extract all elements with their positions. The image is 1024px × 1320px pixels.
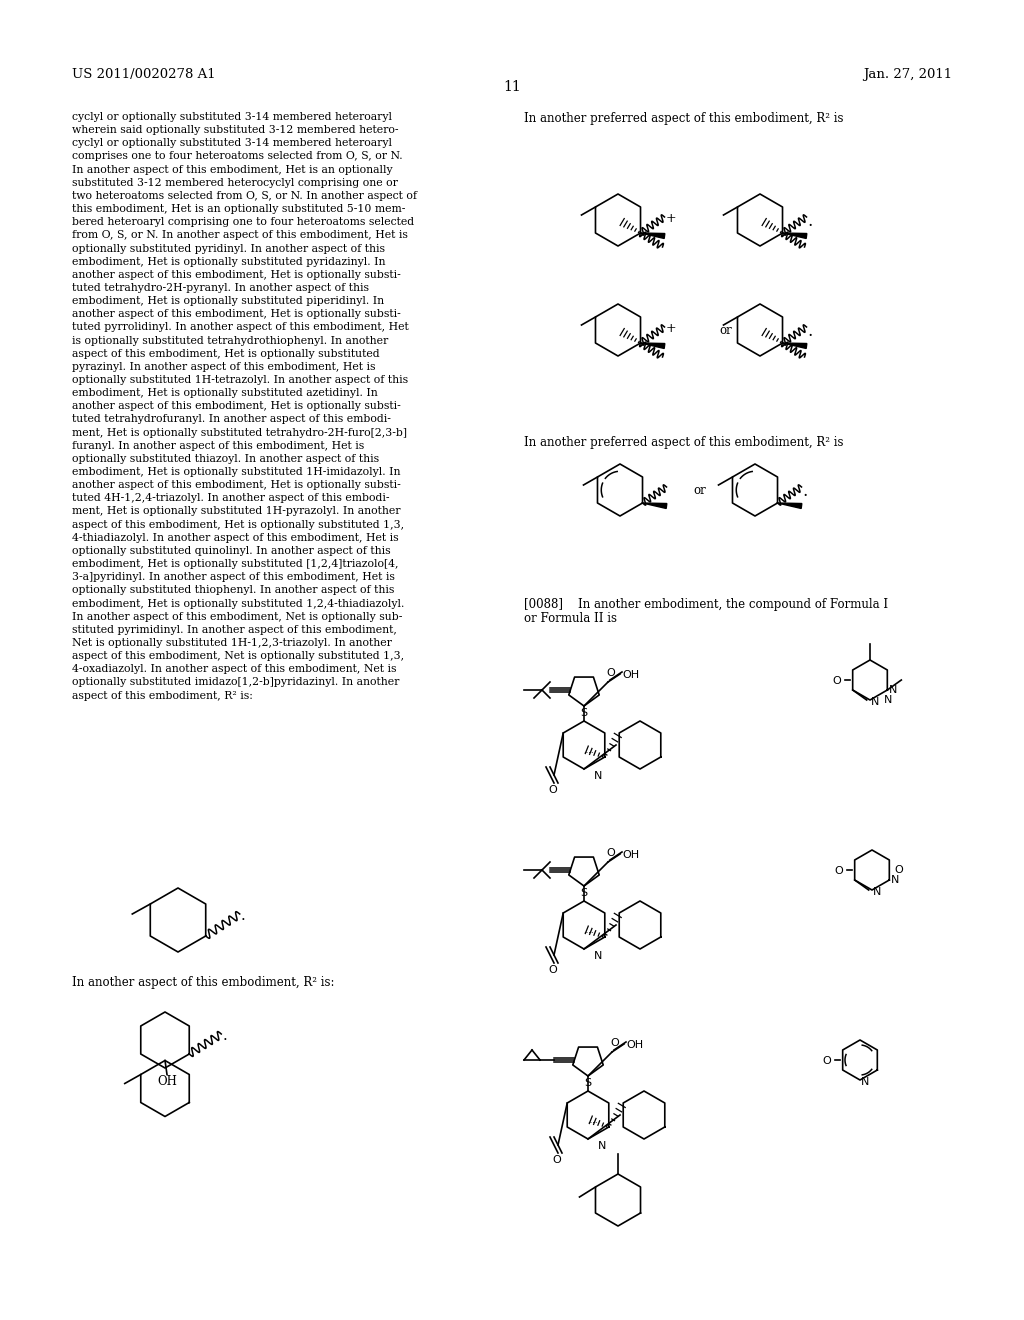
Text: .: . <box>808 322 813 339</box>
Text: another aspect of this embodiment, Het is optionally substi-: another aspect of this embodiment, Het i… <box>72 401 400 412</box>
Text: or: or <box>693 483 707 496</box>
Text: comprises one to four heteroatoms selected from O, S, or N.: comprises one to four heteroatoms select… <box>72 152 402 161</box>
Text: O: O <box>610 1038 618 1048</box>
Text: 4-oxadiazolyl. In another aspect of this embodiment, Net is: 4-oxadiazolyl. In another aspect of this… <box>72 664 396 675</box>
Text: optionally substituted pyridinyl. In another aspect of this: optionally substituted pyridinyl. In ano… <box>72 243 385 253</box>
Text: O: O <box>831 676 841 686</box>
Text: .: . <box>241 909 246 923</box>
Text: N: N <box>889 685 898 696</box>
Text: +: + <box>666 322 676 335</box>
Text: aspect of this embodiment, Het is optionally substituted 1,3,: aspect of this embodiment, Het is option… <box>72 520 404 529</box>
Text: bered heteroaryl comprising one to four heteroatoms selected: bered heteroaryl comprising one to four … <box>72 218 414 227</box>
Text: Net is optionally substituted 1H-1,2,3-triazolyl. In another: Net is optionally substituted 1H-1,2,3-t… <box>72 638 392 648</box>
Text: O: O <box>834 866 843 876</box>
Text: embodiment, Het is optionally substituted azetidinyl. In: embodiment, Het is optionally substitute… <box>72 388 378 399</box>
Text: cyclyl or optionally substituted 3-14 membered heteroaryl: cyclyl or optionally substituted 3-14 me… <box>72 139 392 148</box>
Text: In another preferred aspect of this embodiment, R² is: In another preferred aspect of this embo… <box>524 112 844 125</box>
Text: optionally substituted thiazoyl. In another aspect of this: optionally substituted thiazoyl. In anot… <box>72 454 379 463</box>
Text: optionally substituted 1H-tetrazolyl. In another aspect of this: optionally substituted 1H-tetrazolyl. In… <box>72 375 409 385</box>
Text: embodiment, Het is optionally substituted [1,2,4]triazolo[4,: embodiment, Het is optionally substitute… <box>72 560 398 569</box>
Text: another aspect of this embodiment, Het is optionally substi-: another aspect of this embodiment, Het i… <box>72 480 400 490</box>
Text: ment, Het is optionally substituted tetrahydro-2H-furo[2,3-b]: ment, Het is optionally substituted tetr… <box>72 428 407 438</box>
Text: this embodiment, Het is an optionally substituted 5-10 mem-: this embodiment, Het is an optionally su… <box>72 205 406 214</box>
Text: cyclyl or optionally substituted 3-14 membered heteroaryl: cyclyl or optionally substituted 3-14 me… <box>72 112 392 121</box>
Text: N: N <box>598 1140 606 1151</box>
Text: US 2011/0020278 A1: US 2011/0020278 A1 <box>72 69 216 81</box>
Text: .: . <box>222 1030 227 1043</box>
Text: N: N <box>594 950 602 961</box>
Text: .: . <box>803 483 808 499</box>
Text: S: S <box>580 708 587 718</box>
Text: In another aspect of this embodiment, Het is an optionally: In another aspect of this embodiment, He… <box>72 165 392 174</box>
Polygon shape <box>777 503 802 508</box>
Polygon shape <box>642 503 667 508</box>
Text: tuted tetrahydro-2H-pyranyl. In another aspect of this: tuted tetrahydro-2H-pyranyl. In another … <box>72 282 369 293</box>
Text: 3-a]pyridinyl. In another aspect of this embodiment, Het is: 3-a]pyridinyl. In another aspect of this… <box>72 573 395 582</box>
Text: embodiment, Het is optionally substituted pyridazinyl. In: embodiment, Het is optionally substitute… <box>72 256 385 267</box>
Text: tuted tetrahydrofuranyl. In another aspect of this embodi-: tuted tetrahydrofuranyl. In another aspe… <box>72 414 391 425</box>
Text: another aspect of this embodiment, Het is optionally substi-: another aspect of this embodiment, Het i… <box>72 269 400 280</box>
Text: O: O <box>552 1155 561 1166</box>
Text: ....: .... <box>583 747 593 755</box>
Text: stituted pyrimidinyl. In another aspect of this embodiment,: stituted pyrimidinyl. In another aspect … <box>72 624 397 635</box>
Text: or Formula II is: or Formula II is <box>524 612 617 624</box>
Polygon shape <box>641 234 665 239</box>
Text: OH: OH <box>622 671 639 680</box>
Text: S: S <box>580 888 587 898</box>
Text: N: N <box>873 887 882 898</box>
Text: O: O <box>606 668 614 678</box>
Text: O: O <box>822 1056 830 1067</box>
Text: N: N <box>861 1077 869 1086</box>
Text: [0088]    In another embodiment, the compound of Formula I: [0088] In another embodiment, the compou… <box>524 598 888 611</box>
Text: optionally substituted quinolinyl. In another aspect of this: optionally substituted quinolinyl. In an… <box>72 546 390 556</box>
Text: aspect of this embodiment, Het is optionally substituted: aspect of this embodiment, Het is option… <box>72 348 380 359</box>
Text: is optionally substituted tetrahydrothiophenyl. In another: is optionally substituted tetrahydrothio… <box>72 335 388 346</box>
Text: N: N <box>871 697 880 708</box>
Text: substituted 3-12 membered heterocyclyl comprising one or: substituted 3-12 membered heterocyclyl c… <box>72 178 398 187</box>
Text: In another aspect of this embodiment, Net is optionally sub-: In another aspect of this embodiment, Ne… <box>72 611 402 622</box>
Text: ....: .... <box>583 927 593 935</box>
Text: two heteroatoms selected from O, S, or N. In another aspect of: two heteroatoms selected from O, S, or N… <box>72 191 417 201</box>
Text: Jan. 27, 2011: Jan. 27, 2011 <box>863 69 952 81</box>
Text: another aspect of this embodiment, Het is optionally substi-: another aspect of this embodiment, Het i… <box>72 309 400 319</box>
Text: ....: .... <box>587 1117 597 1125</box>
Polygon shape <box>782 234 807 239</box>
Text: 11: 11 <box>503 81 521 94</box>
Polygon shape <box>641 343 665 348</box>
Text: embodiment, Het is optionally substituted piperidinyl. In: embodiment, Het is optionally substitute… <box>72 296 384 306</box>
Polygon shape <box>782 343 807 348</box>
Text: N: N <box>891 875 900 884</box>
Text: O: O <box>548 965 557 975</box>
Text: OH: OH <box>622 850 639 861</box>
Text: furanyl. In another aspect of this embodiment, Het is: furanyl. In another aspect of this embod… <box>72 441 365 450</box>
Text: In another preferred aspect of this embodiment, R² is: In another preferred aspect of this embo… <box>524 436 844 449</box>
Text: wherein said optionally substituted 3-12 membered hetero-: wherein said optionally substituted 3-12… <box>72 125 398 135</box>
Text: optionally substituted imidazo[1,2-b]pyridazinyl. In another: optionally substituted imidazo[1,2-b]pyr… <box>72 677 399 688</box>
Text: S: S <box>584 1078 591 1088</box>
Text: optionally substituted thiophenyl. In another aspect of this: optionally substituted thiophenyl. In an… <box>72 585 394 595</box>
Text: O: O <box>606 847 614 858</box>
Text: or: or <box>720 323 732 337</box>
Text: aspect of this embodiment, R² is:: aspect of this embodiment, R² is: <box>72 690 253 701</box>
Text: aspect of this embodiment, Net is optionally substituted 1,3,: aspect of this embodiment, Net is option… <box>72 651 404 661</box>
Text: embodiment, Het is optionally substituted 1H-imidazolyl. In: embodiment, Het is optionally substitute… <box>72 467 400 477</box>
Text: +: + <box>666 213 676 226</box>
Text: OH: OH <box>157 1076 177 1089</box>
Text: N: N <box>884 696 892 705</box>
Text: tuted pyrrolidinyl. In another aspect of this embodiment, Het: tuted pyrrolidinyl. In another aspect of… <box>72 322 409 333</box>
Text: tuted 4H-1,2,4-triazolyl. In another aspect of this embodi-: tuted 4H-1,2,4-triazolyl. In another asp… <box>72 494 389 503</box>
Text: 4-thiadiazolyl. In another aspect of this embodiment, Het is: 4-thiadiazolyl. In another aspect of thi… <box>72 533 398 543</box>
Text: .: . <box>808 213 813 230</box>
Text: ment, Het is optionally substituted 1H-pyrazolyl. In another: ment, Het is optionally substituted 1H-p… <box>72 507 400 516</box>
Text: OH: OH <box>626 1040 643 1049</box>
Text: from O, S, or N. In another aspect of this embodiment, Het is: from O, S, or N. In another aspect of th… <box>72 231 408 240</box>
Text: pyrazinyl. In another aspect of this embodiment, Het is: pyrazinyl. In another aspect of this emb… <box>72 362 376 372</box>
Text: O: O <box>894 865 903 875</box>
Text: In another aspect of this embodiment, R² is:: In another aspect of this embodiment, R²… <box>72 975 335 989</box>
Text: N: N <box>594 771 602 781</box>
Text: O: O <box>548 785 557 795</box>
Text: embodiment, Het is optionally substituted 1,2,4-thiadiazolyl.: embodiment, Het is optionally substitute… <box>72 598 404 609</box>
